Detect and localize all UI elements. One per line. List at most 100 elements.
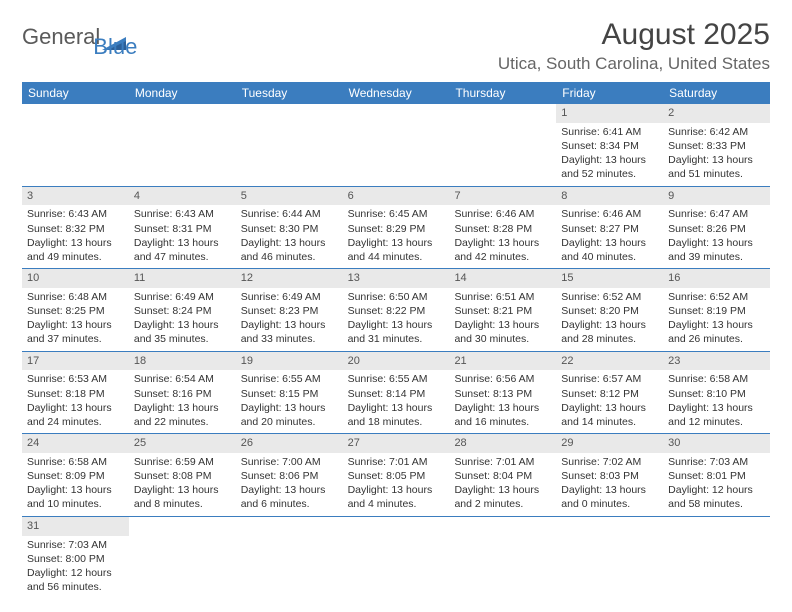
sunset-text: Sunset: 8:30 PM [241,222,338,236]
day-number: 20 [343,352,450,371]
day-body: Sunrise: 7:02 AMSunset: 8:03 PMDaylight:… [556,453,663,516]
calendar: SundayMondayTuesdayWednesdayThursdayFrid… [22,82,770,598]
sunset-text: Sunset: 8:34 PM [561,139,658,153]
day-number: 21 [449,352,556,371]
day-cell: 17Sunrise: 6:53 AMSunset: 8:18 PMDayligh… [22,352,129,434]
sunrise-text: Sunrise: 6:43 AM [27,207,124,221]
sunrise-text: Sunrise: 7:03 AM [27,538,124,552]
day-number: 16 [663,269,770,288]
day-number: 8 [556,187,663,206]
day-body: Sunrise: 6:52 AMSunset: 8:19 PMDaylight:… [663,288,770,351]
day-cell-empty [343,517,450,599]
sunset-text: Sunset: 8:00 PM [27,552,124,566]
daylight-text: Daylight: 13 hours and 20 minutes. [241,401,338,429]
day-cell-empty [129,517,236,599]
day-number: 11 [129,269,236,288]
daylight-text: Daylight: 13 hours and 2 minutes. [454,483,551,511]
day-body: Sunrise: 6:44 AMSunset: 8:30 PMDaylight:… [236,205,343,268]
sunrise-text: Sunrise: 6:52 AM [668,290,765,304]
day-body: Sunrise: 6:52 AMSunset: 8:20 PMDaylight:… [556,288,663,351]
day-number: 27 [343,434,450,453]
sunset-text: Sunset: 8:25 PM [27,304,124,318]
sunrise-text: Sunrise: 6:52 AM [561,290,658,304]
sunrise-text: Sunrise: 6:41 AM [561,125,658,139]
day-body: Sunrise: 6:59 AMSunset: 8:08 PMDaylight:… [129,453,236,516]
day-cell: 8Sunrise: 6:46 AMSunset: 8:27 PMDaylight… [556,187,663,269]
weekday-header: Friday [556,82,663,104]
header-row: General Blue August 2025 Utica, South Ca… [22,18,770,74]
day-cell-empty [449,517,556,599]
day-body: Sunrise: 6:55 AMSunset: 8:14 PMDaylight:… [343,370,450,433]
daylight-text: Daylight: 13 hours and 4 minutes. [348,483,445,511]
daylight-text: Daylight: 12 hours and 58 minutes. [668,483,765,511]
sunset-text: Sunset: 8:12 PM [561,387,658,401]
day-body: Sunrise: 6:58 AMSunset: 8:09 PMDaylight:… [22,453,129,516]
day-body: Sunrise: 6:41 AMSunset: 8:34 PMDaylight:… [556,123,663,186]
day-body: Sunrise: 6:43 AMSunset: 8:31 PMDaylight:… [129,205,236,268]
week-row: 3Sunrise: 6:43 AMSunset: 8:32 PMDaylight… [22,187,770,270]
daylight-text: Daylight: 13 hours and 0 minutes. [561,483,658,511]
sunrise-text: Sunrise: 7:00 AM [241,455,338,469]
daylight-text: Daylight: 13 hours and 33 minutes. [241,318,338,346]
day-body: Sunrise: 6:49 AMSunset: 8:24 PMDaylight:… [129,288,236,351]
sunrise-text: Sunrise: 6:57 AM [561,372,658,386]
week-row: 31Sunrise: 7:03 AMSunset: 8:00 PMDayligh… [22,517,770,599]
sunset-text: Sunset: 8:26 PM [668,222,765,236]
sunrise-text: Sunrise: 6:51 AM [454,290,551,304]
sunset-text: Sunset: 8:21 PM [454,304,551,318]
day-number: 17 [22,352,129,371]
sunset-text: Sunset: 8:20 PM [561,304,658,318]
daylight-text: Daylight: 13 hours and 28 minutes. [561,318,658,346]
daylight-text: Daylight: 13 hours and 35 minutes. [134,318,231,346]
day-number: 14 [449,269,556,288]
day-cell: 5Sunrise: 6:44 AMSunset: 8:30 PMDaylight… [236,187,343,269]
daylight-text: Daylight: 13 hours and 42 minutes. [454,236,551,264]
sunset-text: Sunset: 8:24 PM [134,304,231,318]
title-block: August 2025 Utica, South Carolina, Unite… [498,18,770,74]
day-number: 9 [663,187,770,206]
sunset-text: Sunset: 8:13 PM [454,387,551,401]
day-cell: 11Sunrise: 6:49 AMSunset: 8:24 PMDayligh… [129,269,236,351]
daylight-text: Daylight: 13 hours and 6 minutes. [241,483,338,511]
daylight-text: Daylight: 13 hours and 49 minutes. [27,236,124,264]
daylight-text: Daylight: 13 hours and 40 minutes. [561,236,658,264]
day-cell: 6Sunrise: 6:45 AMSunset: 8:29 PMDaylight… [343,187,450,269]
sunrise-text: Sunrise: 6:47 AM [668,207,765,221]
day-number: 31 [22,517,129,536]
logo-text-general: General [22,24,100,50]
day-number: 1 [556,104,663,123]
daylight-text: Daylight: 13 hours and 52 minutes. [561,153,658,181]
day-cell-empty [236,104,343,186]
day-cell: 20Sunrise: 6:55 AMSunset: 8:14 PMDayligh… [343,352,450,434]
sunset-text: Sunset: 8:31 PM [134,222,231,236]
weekday-header: Monday [129,82,236,104]
day-body: Sunrise: 6:47 AMSunset: 8:26 PMDaylight:… [663,205,770,268]
sunrise-text: Sunrise: 6:53 AM [27,372,124,386]
day-number: 2 [663,104,770,123]
sunset-text: Sunset: 8:19 PM [668,304,765,318]
daylight-text: Daylight: 13 hours and 39 minutes. [668,236,765,264]
weekday-header: Thursday [449,82,556,104]
day-cell: 10Sunrise: 6:48 AMSunset: 8:25 PMDayligh… [22,269,129,351]
day-cell: 14Sunrise: 6:51 AMSunset: 8:21 PMDayligh… [449,269,556,351]
day-body: Sunrise: 6:43 AMSunset: 8:32 PMDaylight:… [22,205,129,268]
day-cell: 25Sunrise: 6:59 AMSunset: 8:08 PMDayligh… [129,434,236,516]
sunrise-text: Sunrise: 6:58 AM [27,455,124,469]
day-number: 30 [663,434,770,453]
day-cell-empty [663,517,770,599]
week-row: 17Sunrise: 6:53 AMSunset: 8:18 PMDayligh… [22,352,770,435]
day-cell: 15Sunrise: 6:52 AMSunset: 8:20 PMDayligh… [556,269,663,351]
daylight-text: Daylight: 13 hours and 8 minutes. [134,483,231,511]
sunrise-text: Sunrise: 6:50 AM [348,290,445,304]
location: Utica, South Carolina, United States [498,54,770,74]
daylight-text: Daylight: 13 hours and 44 minutes. [348,236,445,264]
day-cell: 24Sunrise: 6:58 AMSunset: 8:09 PMDayligh… [22,434,129,516]
day-body: Sunrise: 6:54 AMSunset: 8:16 PMDaylight:… [129,370,236,433]
day-body: Sunrise: 6:49 AMSunset: 8:23 PMDaylight:… [236,288,343,351]
day-cell-empty [129,104,236,186]
week-row: 10Sunrise: 6:48 AMSunset: 8:25 PMDayligh… [22,269,770,352]
sunrise-text: Sunrise: 6:56 AM [454,372,551,386]
day-cell: 26Sunrise: 7:00 AMSunset: 8:06 PMDayligh… [236,434,343,516]
day-body: Sunrise: 6:46 AMSunset: 8:27 PMDaylight:… [556,205,663,268]
weekday-header: Wednesday [343,82,450,104]
